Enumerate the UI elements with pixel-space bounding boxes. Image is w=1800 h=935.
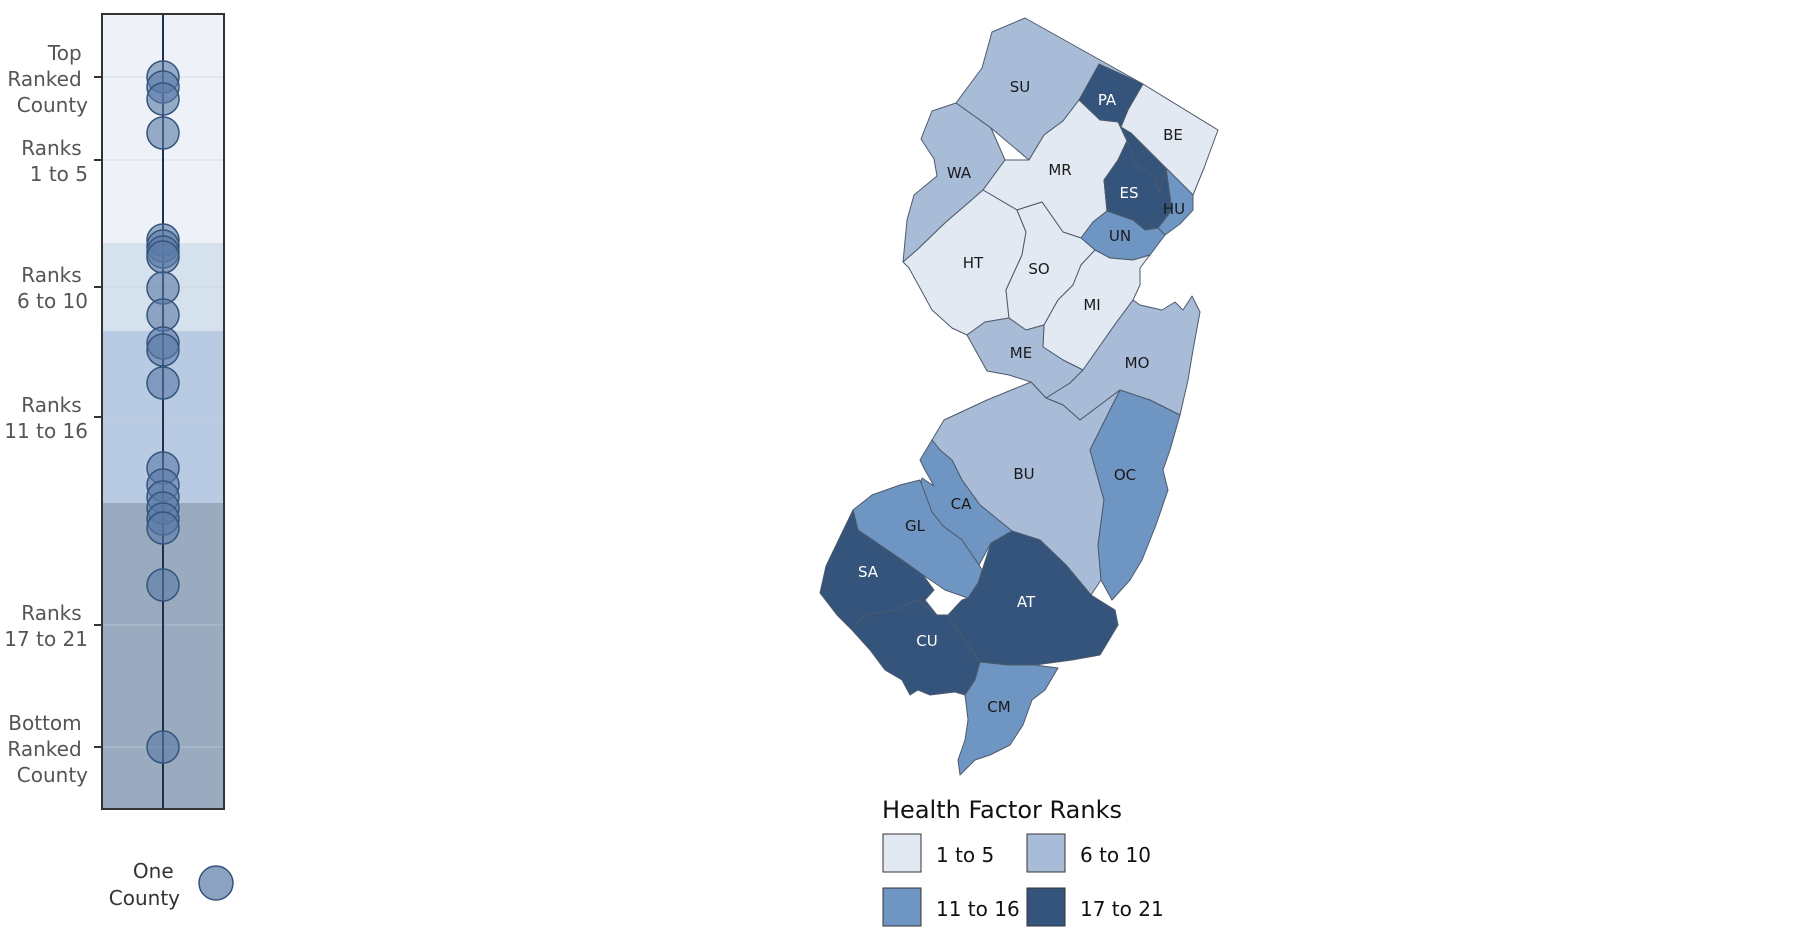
county-label-BU: BU [1013,465,1034,483]
county-label-UN: UN [1109,227,1131,245]
axis-label-line: Ranked [7,737,81,761]
county-dot [146,511,180,545]
county-dot [146,568,180,602]
axis-label-bottom-ranked: Bottom Ranked County [7,711,88,787]
county-label-MR: MR [1048,161,1071,179]
one-county-label: One County [109,859,180,910]
county-label-BE: BE [1163,126,1183,144]
strip-ticks [94,76,102,748]
legend-swatch-1-5 [882,833,922,873]
county-label-OC: OC [1114,466,1136,484]
axis-label-line: Ranks [21,136,81,160]
axis-label-line: 17 to 21 [4,627,88,651]
strip-frame [101,13,225,810]
county-label-WA: WA [947,164,972,182]
county-label-MO: MO [1125,354,1150,372]
county-dot [146,116,180,150]
county-ME [966,317,1084,399]
county-label-ME: ME [1010,344,1032,362]
county-label-CM: CM [987,698,1010,716]
axis-label-line: County [17,93,88,117]
strip-axis-labels: Top Ranked County Ranks 1 to 5 Ranks 6 t… [4,41,88,787]
county-OC [1089,389,1181,601]
axis-label-ranks-17-21: Ranks 17 to 21 [4,601,88,651]
axis-label-ranks-11-16: Ranks 11 to 16 [4,393,88,443]
county-label-PA: PA [1098,91,1117,109]
map-legend: Health Factor Ranks 1 to 5 6 to 10 11 to… [882,796,1164,927]
county-label-CU: CU [916,632,937,650]
county-dot [146,730,180,764]
one-county-line: One [133,859,174,883]
county-label-GL: GL [905,517,926,535]
legend-swatch-11-16 [882,887,922,927]
axis-label-line: Ranks [21,393,81,417]
one-county-dot [198,865,234,901]
dot-size-legend: One County [109,859,234,910]
legend-title: Health Factor Ranks [882,796,1122,824]
county-label-HU: HU [1163,200,1185,218]
axis-label-line: 1 to 5 [30,162,88,186]
county-label-SU: SU [1010,78,1031,96]
axis-label-line: 11 to 16 [4,419,88,443]
county-GL [852,479,986,599]
county-dot [146,240,180,274]
county-labels: SU PA BE WA MR ES HU UN HT SO MI ME MO B… [858,78,1185,716]
county-label-HT: HT [963,254,984,272]
county-dot [146,366,180,400]
county-dot [146,82,180,116]
county-label-MI: MI [1083,296,1100,314]
axis-label-ranks-1-5: Ranks 1 to 5 [21,136,88,186]
county-label-ES: ES [1120,184,1139,202]
axis-label-line: Bottom [8,711,81,735]
legend-label-11-16: 11 to 16 [936,897,1020,921]
axis-label-ranks-6-10: Ranks 6 to 10 [17,263,88,313]
county-label-SA: SA [858,563,879,581]
axis-label-line: Ranked [7,67,81,91]
nj-county-map [819,17,1219,776]
legend-swatch-17-21 [1026,887,1066,927]
legend-label-17-21: 17 to 21 [1080,897,1164,921]
county-label-SO: SO [1028,260,1049,278]
legend-label-1-5: 1 to 5 [936,843,994,867]
axis-label-line: Ranks [21,601,81,625]
county-dots [146,60,180,764]
legend-label-6-10: 6 to 10 [1080,843,1151,867]
axis-label-top-ranked: Top Ranked County [7,41,88,117]
county-CM [957,661,1059,776]
axis-label-line: County [17,763,88,787]
legend-swatch-6-10 [1026,833,1066,873]
county-dot [146,333,180,367]
axis-label-line: Top [47,41,82,65]
county-HU [1157,167,1194,236]
county-label-CA: CA [951,495,972,513]
one-county-line: County [109,886,180,910]
county-dot [146,298,180,332]
axis-label-line: Ranks [21,263,81,287]
rank-strip-plot: Top Ranked County Ranks 1 to 5 Ranks 6 t… [4,13,234,910]
axis-label-line: 6 to 10 [17,289,88,313]
county-label-AT: AT [1017,593,1036,611]
